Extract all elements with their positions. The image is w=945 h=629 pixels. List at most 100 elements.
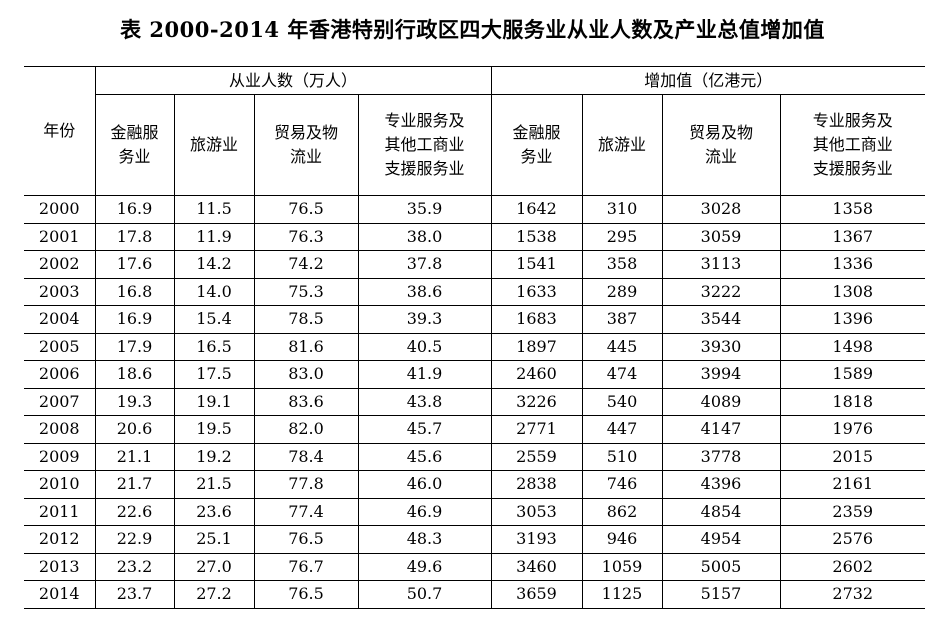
table-row: 2012 22.9 25.1 76.5 48.3 3193 946 4954 2576	[24, 525, 925, 554]
value-cell: 946	[581, 525, 663, 554]
value-cell: 358	[581, 250, 663, 279]
employment-cell: 17.9	[94, 332, 175, 361]
employment-cell: 17.6	[94, 250, 175, 279]
value-header-trade: 贸易及物 流业	[661, 94, 781, 196]
value-cell: 1541	[490, 250, 583, 279]
value-cell: 3222	[661, 277, 781, 306]
value-cell: 3659	[490, 580, 583, 609]
employment-header-tourism: 旅游业	[173, 94, 255, 196]
value-header-tourism: 旅游业	[581, 94, 663, 196]
employment-cell: 21.5	[173, 470, 255, 499]
employment-cell: 27.0	[173, 552, 255, 581]
employment-cell: 50.7	[357, 580, 492, 609]
value-cell: 2771	[490, 415, 583, 444]
employment-cell: 39.3	[357, 305, 492, 334]
employment-cell: 76.3	[253, 222, 359, 251]
year-cell: 2014	[24, 580, 96, 609]
data-table: 年份 从业人数（万人） 增加值（亿港元） 金融服 务业 旅游业 贸易及物 流业 专业…	[24, 66, 925, 609]
value-cell: 295	[581, 222, 663, 251]
value-group-header: 增加值（亿港元）	[490, 66, 925, 95]
employment-cell: 45.7	[357, 415, 492, 444]
year-cell: 2000	[24, 195, 96, 224]
value-cell: 5157	[661, 580, 781, 609]
table-row: 2013 23.2 27.0 76.7 49.6 3460 1059 5005 2602	[24, 552, 925, 581]
employment-cell: 25.1	[173, 525, 255, 554]
value-cell: 3994	[661, 360, 781, 389]
value-cell: 3028	[661, 195, 781, 224]
value-cell: 1538	[490, 222, 583, 251]
employment-cell: 17.5	[173, 360, 255, 389]
value-cell: 3460	[490, 552, 583, 581]
value-cell: 1818	[779, 387, 925, 416]
value-cell: 445	[581, 332, 663, 361]
employment-cell: 78.4	[253, 442, 359, 471]
employment-cell: 19.1	[173, 387, 255, 416]
value-cell: 2359	[779, 497, 925, 526]
value-cell: 3059	[661, 222, 781, 251]
employment-cell: 77.4	[253, 497, 359, 526]
value-cell: 3193	[490, 525, 583, 554]
value-cell: 1498	[779, 332, 925, 361]
table-row: 2000 16.9 11.5 76.5 35.9 1642 310 3028 1358	[24, 195, 925, 224]
year-cell: 2006	[24, 360, 96, 389]
value-cell: 2838	[490, 470, 583, 499]
value-cell: 1897	[490, 332, 583, 361]
employment-cell: 81.6	[253, 332, 359, 361]
employment-cell: 76.5	[253, 580, 359, 609]
employment-cell: 16.8	[94, 277, 175, 306]
employment-cell: 83.6	[253, 387, 359, 416]
value-cell: 3930	[661, 332, 781, 361]
table-title: 表 2000-2014 年香港特别行政区四大服务业从业人数及产业总值增加值	[120, 17, 825, 42]
value-cell: 1308	[779, 277, 925, 306]
value-cell: 4954	[661, 525, 781, 554]
value-cell: 1367	[779, 222, 925, 251]
table-row: 2009 21.1 19.2 78.4 45.6 2559 510 3778 2015	[24, 442, 925, 471]
employment-cell: 74.2	[253, 250, 359, 279]
employment-cell: 46.9	[357, 497, 492, 526]
value-cell: 3544	[661, 305, 781, 334]
employment-cell: 21.1	[94, 442, 175, 471]
employment-cell: 23.6	[173, 497, 255, 526]
employment-cell: 75.3	[253, 277, 359, 306]
value-cell: 2015	[779, 442, 925, 471]
employment-cell: 19.5	[173, 415, 255, 444]
value-cell: 4396	[661, 470, 781, 499]
table-row: 2011 22.6 23.6 77.4 46.9 3053 862 4854 2359	[24, 497, 925, 526]
value-cell: 1683	[490, 305, 583, 334]
year-cell: 2004	[24, 305, 96, 334]
table-row: 2014 23.7 27.2 76.5 50.7 3659 1125 5157 2732	[24, 580, 925, 609]
table-row: 2006 18.6 17.5 83.0 41.9 2460 474 3994 1589	[24, 360, 925, 389]
year-cell: 2013	[24, 552, 96, 581]
employment-cell: 14.2	[173, 250, 255, 279]
value-cell: 2559	[490, 442, 583, 471]
year-cell: 2009	[24, 442, 96, 471]
employment-cell: 76.5	[253, 195, 359, 224]
year-cell: 2010	[24, 470, 96, 499]
employment-cell: 38.0	[357, 222, 492, 251]
year-cell: 2011	[24, 497, 96, 526]
table-row: 2001 17.8 11.9 76.3 38.0 1538 295 3059 1367	[24, 222, 925, 251]
value-cell: 1976	[779, 415, 925, 444]
employment-cell: 77.8	[253, 470, 359, 499]
employment-cell: 23.2	[94, 552, 175, 581]
table-row: 2008 20.6 19.5 82.0 45.7 2771 447 4147 1976	[24, 415, 925, 444]
value-cell: 4147	[661, 415, 781, 444]
employment-cell: 41.9	[357, 360, 492, 389]
employment-cell: 48.3	[357, 525, 492, 554]
employment-cell: 49.6	[357, 552, 492, 581]
year-cell: 2008	[24, 415, 96, 444]
employment-cell: 38.6	[357, 277, 492, 306]
employment-cell: 16.5	[173, 332, 255, 361]
value-cell: 447	[581, 415, 663, 444]
employment-cell: 43.8	[357, 387, 492, 416]
value-cell: 4089	[661, 387, 781, 416]
employment-cell: 22.9	[94, 525, 175, 554]
table-row: 2007 19.3 19.1 83.6 43.8 3226 540 4089 1818	[24, 387, 925, 416]
value-cell: 1336	[779, 250, 925, 279]
value-cell: 1125	[581, 580, 663, 609]
table-row: 2003 16.8 14.0 75.3 38.6 1633 289 3222 1308	[24, 277, 925, 306]
employment-cell: 19.2	[173, 442, 255, 471]
employment-cell: 11.5	[173, 195, 255, 224]
employment-header-professional: 专业服务及 其他工商业 支援服务业	[357, 94, 492, 196]
employment-cell: 16.9	[94, 305, 175, 334]
